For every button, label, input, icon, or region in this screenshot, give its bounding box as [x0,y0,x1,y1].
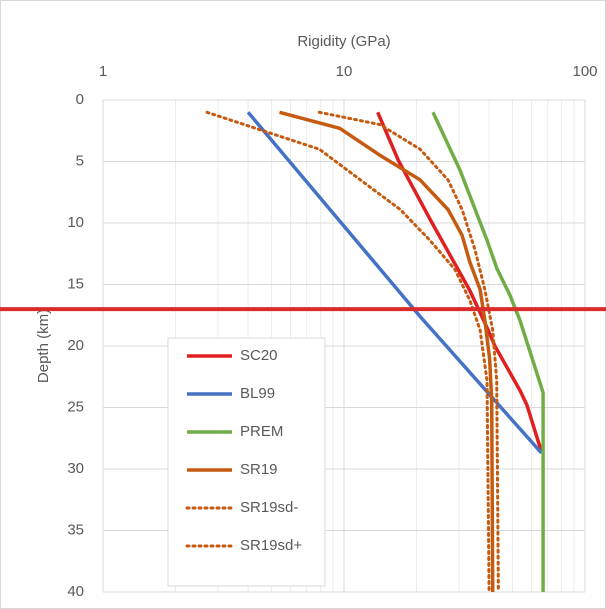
series-line [205,110,491,594]
legend-label: SC20 [240,347,278,364]
series-line [431,111,545,592]
legend-label: BL99 [240,385,275,402]
y-tick-label: 30 [67,460,84,477]
series-line [279,110,495,593]
y-tick-label: 15 [67,275,84,292]
x-tick-label: 1 [99,63,107,80]
legend: SC20 BL99 PREM SR19 SR19sd- SR19sd+ [167,337,326,587]
y-tick-label: 0 [76,91,84,108]
x-tick-label: 10 [336,63,353,80]
y-tick-label: 10 [67,214,84,231]
legend-label: SR19 [240,461,278,478]
x-axis-title: Rigidity (GPa) [297,33,390,50]
y-tick-label: 40 [67,583,84,600]
y-tick-label: 25 [67,398,84,415]
x-tick-label: 100 [572,63,597,80]
y-tick-label: 20 [67,337,84,354]
y-tick-label: 5 [76,152,84,169]
legend-label: SR19sd- [240,499,298,516]
series-line [317,110,500,594]
legend-label: PREM [240,423,283,440]
legend-label: SR19sd+ [240,537,302,554]
y-tick-label: 35 [67,521,84,538]
series-line [246,111,543,455]
y-axis-title: Depth (km) [35,309,52,383]
